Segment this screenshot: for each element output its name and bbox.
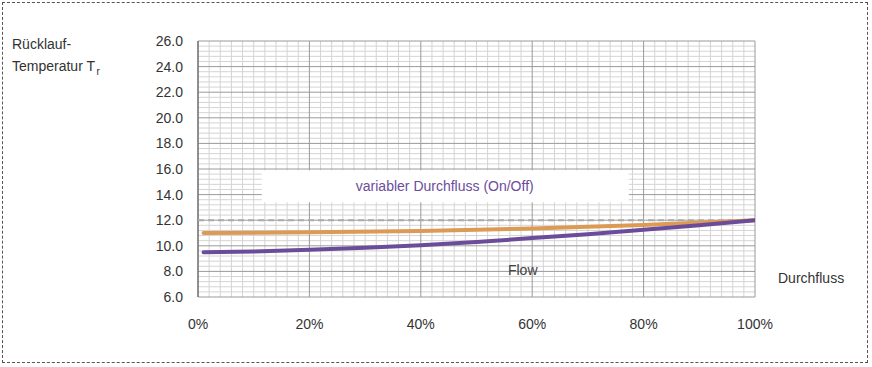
minor-grid-line [198,163,755,164]
y-tick-label: 22.0 [156,84,183,100]
y-tick-label: 6.0 [164,289,184,305]
annotation-texts: variabler Durchfluss (On/Off) Flow [356,178,539,278]
minor-grid-line [198,138,755,139]
minor-grid-line [198,276,755,277]
y-tick-labels: 6.0 8.0 10.0 12.0 14.0 16.0 18.0 20.0 22.0 24.0 26… [156,33,183,305]
minor-grid-line [198,204,755,205]
y-grid-line [198,117,755,118]
minor-grid-line [198,46,755,47]
x-tick-label: 100% [737,316,773,332]
y-grid-line [198,169,755,170]
y-tick-label: 18.0 [156,135,183,151]
y-tick-label: 20.0 [156,110,183,126]
minor-grid-line [198,61,755,62]
minor-grid-line [198,76,755,77]
y-grid-line [198,245,755,246]
minor-grid-line [198,112,755,113]
minor-grid-line [198,148,755,149]
x-tick-label: 0% [188,316,208,332]
y-tick-label: 24.0 [156,59,183,75]
x-tick-label: 80% [630,316,658,332]
y-tick-label: 14.0 [156,187,183,203]
y-grid-line [198,220,755,221]
y-axis-title-subscript: r [96,66,100,77]
y-tick-label: 10.0 [156,238,183,254]
y-tick-label: 26.0 [156,33,183,49]
annotations [262,170,629,202]
x-tick-label: 20% [295,316,323,332]
chart: 6.0 8.0 10.0 12.0 14.0 16.0 18.0 20.0 22.0 24.0 26… [0,0,872,367]
plot-area [198,41,755,297]
minor-grid-line [198,261,755,262]
minor-grid-line [198,87,755,88]
annotation: variabler Durchfluss (On/Off) [356,178,534,194]
y-axis-title-line: Rücklauf- [12,36,71,52]
x-tick-labels: 0% 20% 40% 60% 80% 100% [188,316,773,332]
minor-grid-line [198,153,755,154]
y-grid-line [198,92,755,93]
grid [198,41,755,297]
minor-grid-line [198,56,755,57]
minor-grid-line [198,209,755,210]
y-grid-line [198,143,755,144]
minor-grid-line [198,81,755,82]
y-tick-label: 8.0 [164,263,184,279]
minor-grid-line [198,51,755,52]
series-group [198,220,755,252]
minor-grid-line [198,97,755,98]
y-axis-title-line: Temperatur T [12,58,95,74]
minor-grid-line [198,107,755,108]
y-tick-label: 12.0 [156,212,183,228]
minor-grid-line [198,286,755,287]
minor-grid-line [198,281,755,282]
y-axis-title: Rücklauf- Temperatur Tr [12,36,100,77]
y-grid-line [198,66,755,67]
y-grid-line [198,297,755,298]
series-line [204,220,755,252]
x-tick-label: 40% [407,316,435,332]
minor-grid-line [198,158,755,159]
x-tick-label: 60% [518,316,546,332]
minor-grid-line [198,266,755,267]
series-line [198,219,755,221]
annotation: Flow [508,262,538,278]
minor-grid-line [198,215,755,216]
minor-grid-line [198,102,755,103]
y-tick-label: 16.0 [156,161,183,177]
y-grid-line [198,41,755,42]
minor-grid-line [198,256,755,257]
x-axis-title: Durchfluss [778,270,844,286]
x-grid-line [198,41,199,297]
minor-grid-line [198,133,755,134]
minor-grid-line [198,291,755,292]
minor-grid-line [198,122,755,123]
y-grid-line [198,271,755,272]
minor-grid-line [198,128,755,129]
minor-grid-line [198,235,755,236]
annotation-box [262,170,629,202]
minor-grid-line [198,71,755,72]
y-axis-line [197,41,199,297]
